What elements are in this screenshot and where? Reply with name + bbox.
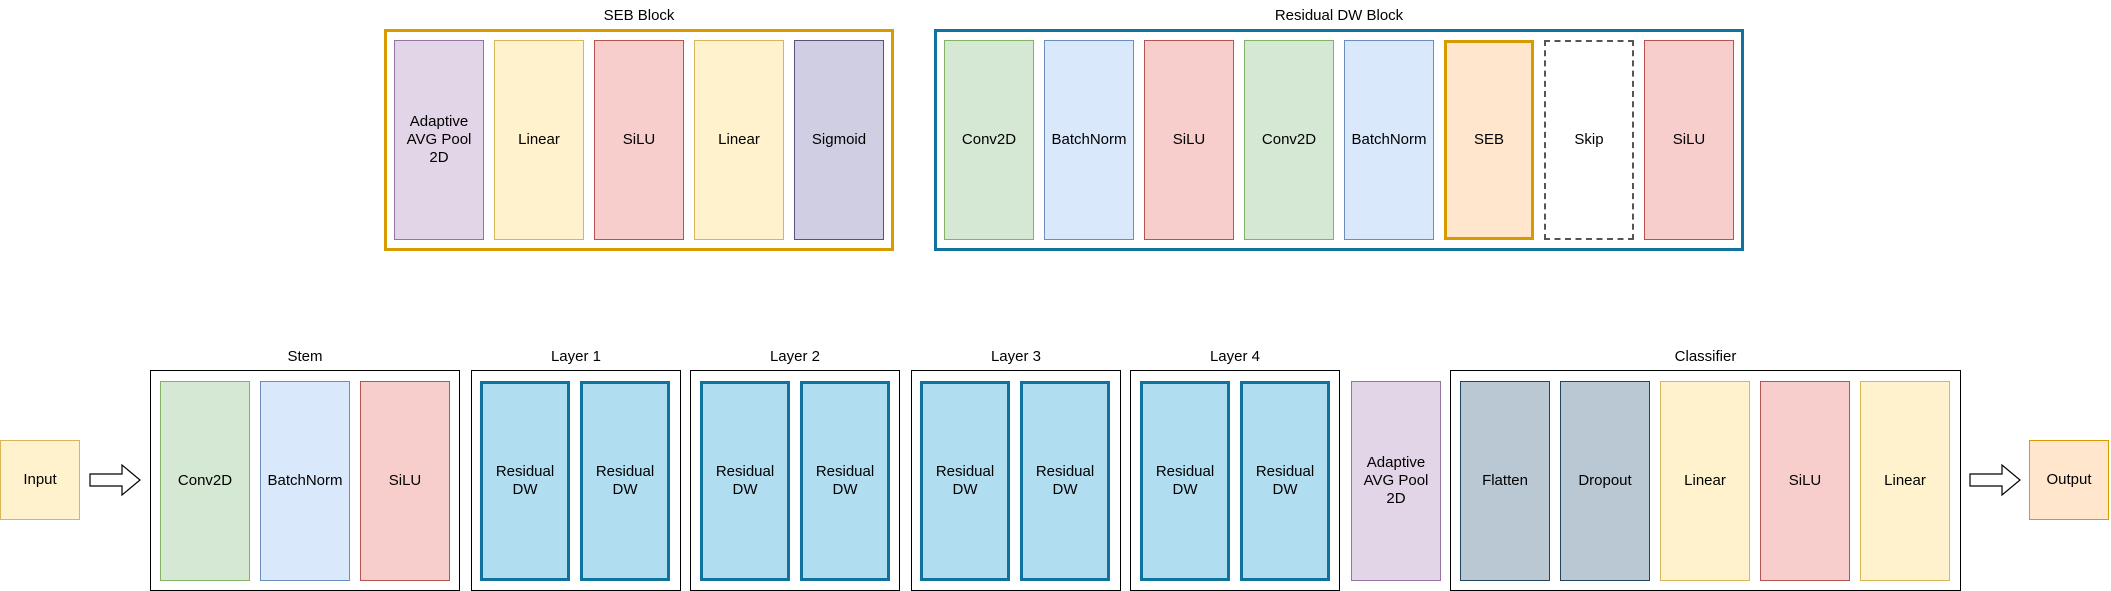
residual-conv2d-2: Conv2D — [1244, 40, 1334, 240]
seb-linear-1: Linear — [494, 40, 584, 240]
seb-block-frame — [384, 29, 894, 251]
seb-sigmoid: Sigmoid — [794, 40, 884, 240]
layer-1-residual-dw-1: Residual DW — [480, 381, 570, 581]
layer-2-title: Layer 2 — [769, 348, 821, 365]
residual-silu-1: SiLU — [1144, 40, 1234, 240]
residual-silu-2: SiLU — [1644, 40, 1734, 240]
arrow-right-icon — [89, 464, 141, 496]
residual-seb: SEB — [1444, 40, 1534, 240]
stem-batchnorm: BatchNorm — [260, 381, 350, 581]
residual-skip: Skip — [1544, 40, 1634, 240]
seb-adaptive-avg-pool: Adaptive AVG Pool 2D — [394, 40, 484, 240]
residual-batchnorm-1: BatchNorm — [1044, 40, 1134, 240]
classifier-linear-1: Linear — [1660, 381, 1750, 581]
residual-batchnorm-2: BatchNorm — [1344, 40, 1434, 240]
layer-4-residual-dw-2: Residual DW — [1240, 381, 1330, 581]
layer-4-title: Layer 4 — [1209, 348, 1261, 365]
seb-block-title: SEB Block — [603, 7, 675, 24]
arrow-right-icon — [1969, 464, 2021, 496]
classifier-silu: SiLU — [1760, 381, 1850, 581]
layer-2-residual-dw-2: Residual DW — [800, 381, 890, 581]
residual-block-title: Residual DW Block — [1274, 7, 1404, 24]
stem-silu: SiLU — [360, 381, 450, 581]
stem-conv2d: Conv2D — [160, 381, 250, 581]
output-node: Output — [2029, 440, 2109, 520]
layer-3-title: Layer 3 — [990, 348, 1042, 365]
classifier-title: Classifier — [1674, 348, 1737, 365]
layer-2-residual-dw-1: Residual DW — [700, 381, 790, 581]
classifier-dropout: Dropout — [1560, 381, 1650, 581]
classifier-flatten: Flatten — [1460, 381, 1550, 581]
residual-conv2d-1: Conv2D — [944, 40, 1034, 240]
adaptive-avg-pool: Adaptive AVG Pool 2D — [1351, 381, 1441, 581]
classifier-linear-2: Linear — [1860, 381, 1950, 581]
layer-1-title: Layer 1 — [550, 348, 602, 365]
layer-4-residual-dw-1: Residual DW — [1140, 381, 1230, 581]
seb-silu: SiLU — [594, 40, 684, 240]
layer-3-residual-dw-2: Residual DW — [1020, 381, 1110, 581]
layer-3-residual-dw-1: Residual DW — [920, 381, 1010, 581]
layer-1-residual-dw-2: Residual DW — [580, 381, 670, 581]
residual-block-frame — [934, 29, 1744, 251]
seb-linear-2: Linear — [694, 40, 784, 240]
stem-title: Stem — [287, 348, 323, 365]
input-node: Input — [0, 440, 80, 520]
